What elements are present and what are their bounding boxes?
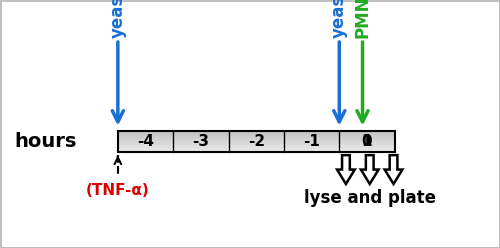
Text: yeast: yeast — [109, 0, 127, 38]
Text: -1: -1 — [303, 134, 320, 149]
Text: -4: -4 — [137, 134, 154, 149]
Text: (TNF-α): (TNF-α) — [86, 183, 150, 197]
Text: hours: hours — [14, 132, 76, 151]
Text: -2: -2 — [248, 134, 265, 149]
Text: -3: -3 — [192, 134, 210, 149]
Text: 1: 1 — [362, 134, 372, 149]
Polygon shape — [337, 155, 355, 184]
Text: PMN: PMN — [354, 0, 372, 38]
Text: lyse and plate: lyse and plate — [304, 189, 436, 207]
Polygon shape — [384, 155, 402, 184]
Text: 0: 0 — [362, 134, 372, 149]
Polygon shape — [361, 155, 378, 184]
Text: yeast: yeast — [330, 0, 348, 38]
Bar — [118, 131, 394, 152]
